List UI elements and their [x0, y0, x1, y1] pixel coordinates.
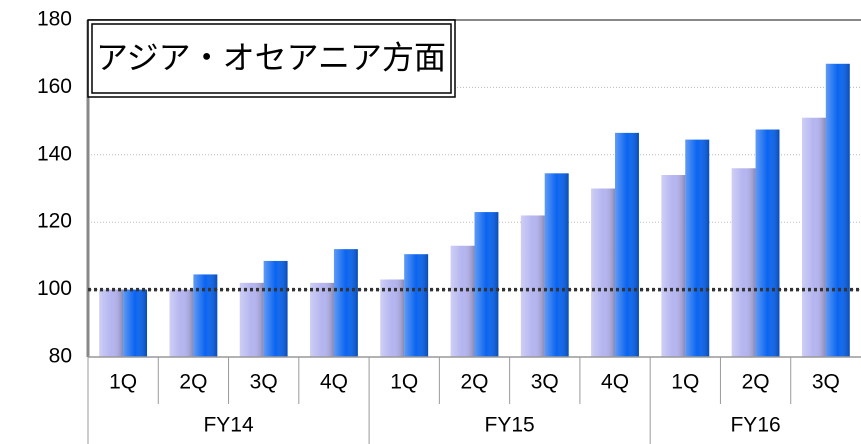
x-tick-label: 4Q: [320, 371, 348, 394]
group-label: FY16: [730, 414, 780, 437]
bar-shade: [193, 274, 218, 357]
chart-title: アジア・オセアニア方面: [96, 39, 446, 75]
x-tick-label: 2Q: [179, 371, 207, 394]
bar-shade: [263, 260, 288, 357]
bar-shade: [169, 289, 194, 357]
y-tick-label: 100: [37, 277, 72, 300]
x-tick-label: 4Q: [601, 371, 629, 394]
bar-shade: [591, 188, 616, 357]
y-tick-label: 160: [37, 75, 72, 98]
x-tick-label: 3Q: [812, 371, 840, 394]
bar-shade: [404, 254, 429, 357]
bar-shade: [123, 289, 148, 357]
bar-shade: [731, 168, 756, 357]
bar-shade: [661, 175, 686, 357]
x-tick-label: 1Q: [109, 371, 137, 394]
bar-shade: [474, 212, 499, 357]
bar-shade: [333, 249, 358, 357]
bar-shade: [615, 132, 639, 357]
bar-shade: [685, 139, 710, 357]
bar-shade: [801, 117, 826, 357]
title-box: [87, 19, 456, 98]
x-tick-label: 3Q: [531, 371, 559, 394]
y-tick-label: 180: [37, 8, 72, 31]
bar-shade: [380, 279, 405, 357]
bar-shade: [239, 282, 264, 357]
y-tick-label: 120: [37, 210, 72, 233]
bar-shade: [520, 215, 545, 357]
group-label: FY14: [203, 414, 254, 437]
title-box-inner: [91, 23, 452, 94]
bar-shade: [310, 282, 334, 357]
y-tick-label: 80: [49, 345, 72, 368]
bar-shade: [825, 63, 850, 358]
bar-shade: [450, 245, 475, 357]
group-label: FY15: [485, 414, 535, 437]
x-tick-label: 1Q: [390, 371, 418, 394]
x-tick-label: 1Q: [671, 371, 699, 394]
x-tick-label: 2Q: [460, 371, 488, 394]
bar-shade: [544, 173, 569, 357]
y-tick-label: 140: [37, 142, 72, 165]
bar-shade: [99, 289, 124, 357]
x-tick-label: 2Q: [742, 371, 770, 394]
bar-shade: [755, 129, 780, 357]
x-tick-label: 3Q: [250, 371, 278, 394]
